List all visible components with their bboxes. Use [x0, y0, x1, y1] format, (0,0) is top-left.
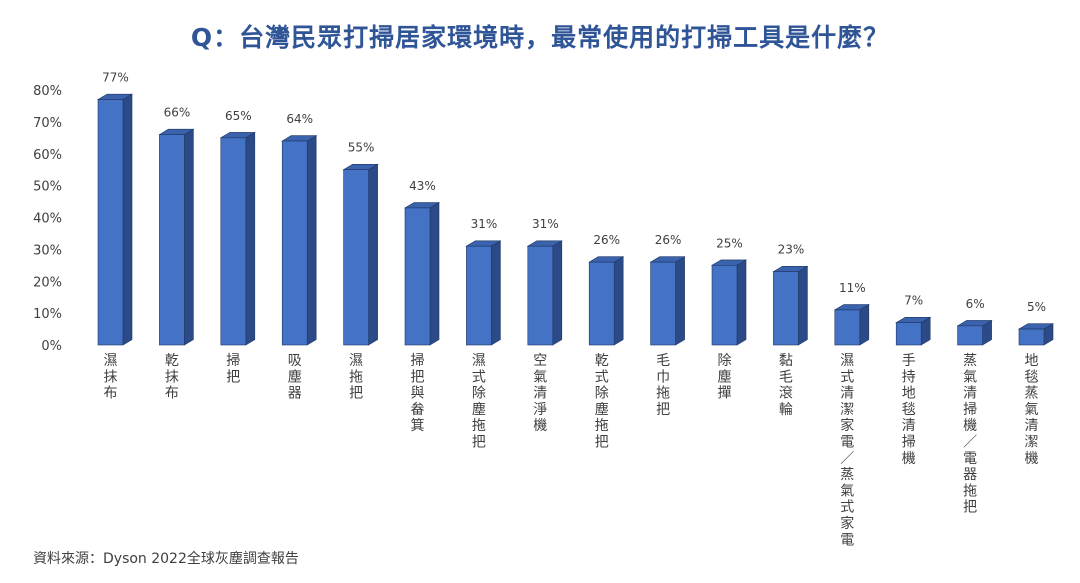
bar	[956, 319, 993, 346]
bar-side	[859, 304, 870, 346]
bar-front	[220, 137, 247, 346]
bar	[403, 202, 441, 346]
category-label: 乾抹布	[165, 353, 179, 402]
bar	[158, 128, 195, 346]
category-label: 濕式除塵拖把	[472, 353, 486, 451]
bar	[833, 304, 870, 346]
y-axis-ticks: 0% 10% 20% 30% 40% 50% 60% 70% 80%	[33, 84, 62, 354]
value-label: 25%	[716, 236, 743, 250]
y-tick-label: 50%	[33, 180, 62, 195]
bar	[96, 93, 134, 346]
bar-side	[245, 131, 256, 346]
bar	[1017, 323, 1055, 346]
bar-front	[711, 265, 738, 346]
value-label: 77%	[102, 71, 129, 85]
value-label: 66%	[164, 106, 191, 120]
value-label: 6%	[966, 297, 985, 311]
bar-front	[834, 309, 861, 346]
value-label: 23%	[778, 243, 805, 257]
bar-front	[281, 140, 308, 346]
bar-side	[675, 256, 685, 346]
bar-front	[343, 169, 369, 346]
value-label: 7%	[904, 294, 923, 308]
category-label: 濕抹布	[104, 353, 118, 402]
category-label: 黏毛滾輪	[779, 353, 793, 418]
value-labels: 77% 66% 65% 64% 55% 43% 31% 31% 26% 26% 25% 23% 11% 7…	[102, 71, 1046, 315]
category-label: 毛巾拖把	[656, 353, 670, 418]
bars	[96, 93, 1055, 346]
bar-side	[122, 93, 133, 346]
category-label: 掃把與畚箕	[411, 352, 425, 434]
bar-side	[429, 202, 440, 346]
value-label: 43%	[409, 179, 436, 193]
value-label: 64%	[286, 112, 313, 126]
bar-side	[368, 163, 378, 346]
category-label: 手持地毯清掃機	[902, 353, 916, 467]
chart-title: Q：台灣民眾打掃居家環境時，最常使用的打掃工具是什麼？	[190, 23, 890, 52]
value-label: 31%	[471, 217, 498, 231]
bar-front	[466, 245, 492, 346]
bar	[772, 265, 809, 346]
category-label: 乾式除塵拖把	[595, 353, 609, 451]
value-label: 11%	[839, 281, 866, 295]
bar-front	[957, 325, 983, 346]
bar	[588, 256, 625, 346]
category-label: 濕拖把	[349, 353, 363, 402]
bar	[649, 256, 686, 346]
bar	[895, 316, 932, 346]
bar-front	[159, 134, 185, 346]
bar-front	[1018, 328, 1045, 346]
category-label: 蒸氣清掃機／電器拖把	[963, 353, 977, 516]
bar-front	[97, 99, 124, 346]
bar	[465, 240, 502, 346]
value-label: 26%	[593, 233, 620, 247]
bar-side	[736, 259, 747, 346]
y-tick-label: 20%	[33, 275, 62, 290]
y-tick-label: 40%	[33, 212, 62, 227]
bar-front	[773, 271, 799, 346]
y-tick-label: 30%	[33, 243, 62, 258]
y-tick-label: 60%	[33, 148, 62, 163]
source-note: 資料來源：Dyson 2022全球灰塵調查報告	[33, 551, 299, 567]
bar	[281, 135, 318, 346]
bar	[710, 259, 748, 346]
y-tick-label: 70%	[33, 116, 62, 131]
bar-side	[613, 256, 624, 346]
value-label: 65%	[225, 109, 252, 123]
bar-front	[527, 245, 554, 346]
bar	[526, 240, 563, 346]
x-axis-labels: 濕抹布 乾抹布 掃把 吸塵器 濕拖把 掃把與畚箕 濕式除塵拖把 空氣清淨機 乾式除塵拖把 毛巾拖把…	[104, 352, 1039, 548]
category-label: 掃把	[226, 352, 240, 385]
bar-side	[798, 265, 808, 346]
value-label: 31%	[532, 217, 559, 231]
bar-side	[306, 135, 317, 346]
bar-front	[404, 207, 431, 346]
value-label: 5%	[1027, 300, 1046, 314]
bar	[219, 131, 256, 346]
y-tick-label: 10%	[33, 307, 62, 322]
bar-front	[588, 261, 615, 346]
value-label: 26%	[655, 233, 682, 247]
y-tick-label: 0%	[41, 339, 62, 354]
category-label: 空氣清淨機	[533, 353, 547, 434]
bar-side	[491, 240, 501, 346]
value-label: 55%	[348, 141, 375, 155]
category-label: 吸塵器	[288, 353, 302, 402]
y-tick-label: 80%	[33, 84, 62, 99]
bar	[342, 163, 379, 346]
category-label: 除塵撣	[718, 353, 732, 402]
bar-front	[895, 322, 922, 346]
bar-front	[650, 261, 676, 346]
category-label: 濕式清潔家電／蒸氣式家電	[840, 353, 854, 548]
category-label: 地毯蒸氣清潔機	[1025, 353, 1039, 467]
bar-side	[184, 128, 194, 346]
bar-side	[552, 240, 563, 346]
